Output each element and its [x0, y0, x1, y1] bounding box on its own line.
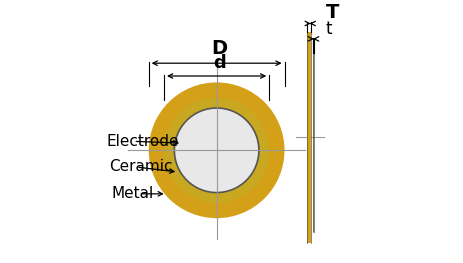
Circle shape	[174, 108, 258, 193]
Text: Electrode: Electrode	[106, 134, 179, 149]
Text: D: D	[211, 39, 227, 58]
Bar	[306, 32, 310, 242]
Circle shape	[164, 98, 269, 203]
Circle shape	[149, 82, 284, 218]
Text: Ceramic: Ceramic	[109, 159, 172, 174]
Bar	[312, 53, 313, 232]
Text: T: T	[325, 3, 338, 22]
Text: t: t	[325, 19, 332, 38]
Text: Metal: Metal	[112, 186, 154, 201]
Text: d: d	[213, 54, 225, 72]
